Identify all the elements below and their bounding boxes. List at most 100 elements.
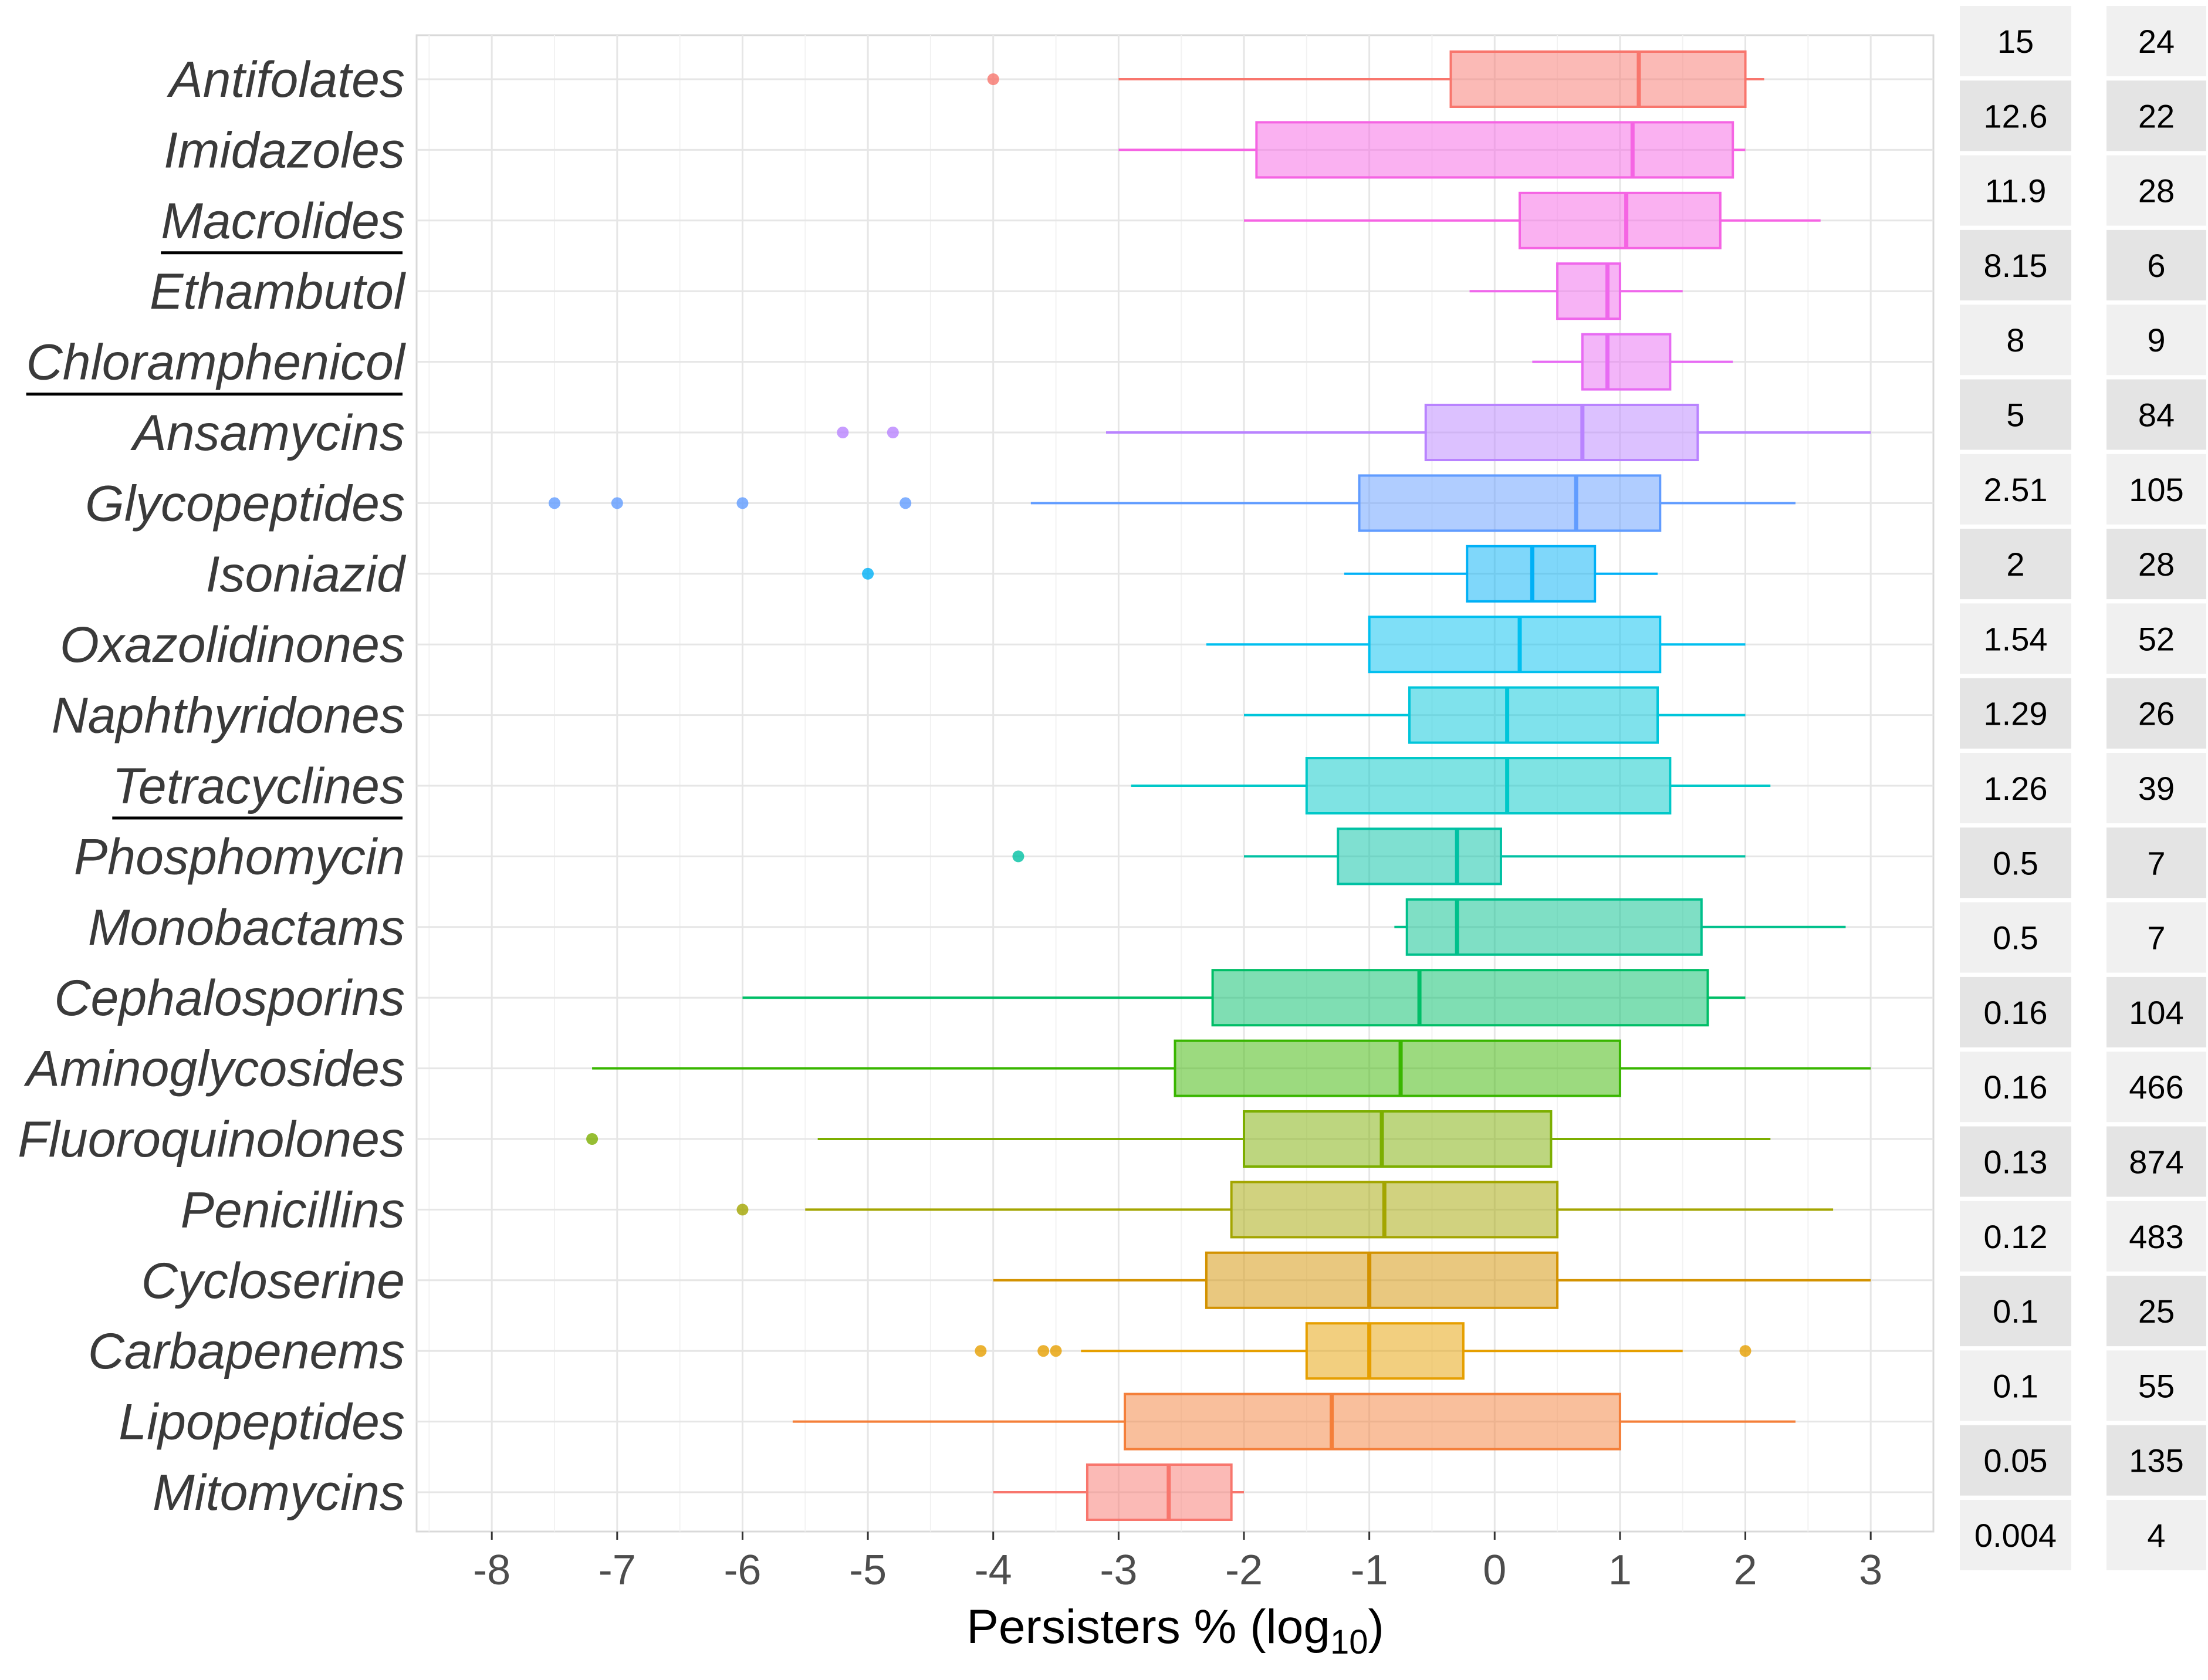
category-label: Glycopeptides	[85, 475, 405, 532]
box-iqr	[1358, 474, 1662, 532]
table-count: 135	[2129, 1442, 2183, 1479]
box-aminoglycosides	[592, 1039, 1871, 1097]
box-iqr	[1581, 333, 1672, 391]
table-cell-value-bg	[1960, 155, 2071, 226]
outlier-point	[987, 73, 999, 85]
category-label: Imidazoles	[164, 122, 405, 178]
table-count: 874	[2129, 1144, 2183, 1181]
table-cell-count-bg	[2106, 305, 2206, 376]
table-cell-count-bg	[2106, 229, 2206, 300]
table-count: 105	[2129, 471, 2183, 508]
x-tick-label: -8	[473, 1547, 510, 1594]
box-monobactams	[1394, 898, 1846, 956]
category-label: Lipopeptides	[119, 1394, 405, 1451]
outlier-point	[736, 1204, 749, 1216]
category-label: Oxazolidinones	[60, 617, 405, 673]
table-count: 55	[2138, 1367, 2175, 1404]
box-iqr	[1337, 827, 1502, 885]
box-iqr	[1174, 1039, 1621, 1097]
x-tick-label: -7	[599, 1547, 636, 1594]
table-cell-value-bg	[1960, 1500, 2071, 1570]
table-cell-value-bg	[1960, 379, 2071, 450]
box-cycloserine	[993, 1251, 1871, 1309]
x-tick-label: -2	[1225, 1547, 1263, 1594]
box-iqr	[1424, 404, 1699, 461]
table-value: 11.9	[1985, 173, 2047, 209]
plot-panel-border	[415, 34, 1935, 1533]
box-isoniazid	[862, 545, 1658, 603]
table-value: 2	[2006, 546, 2024, 583]
table-cell-value-bg	[1960, 1201, 2071, 1272]
outlier-point	[900, 497, 912, 509]
table-cell-count-bg	[2106, 379, 2206, 450]
x-tick-label: 1	[1608, 1547, 1632, 1594]
x-tick-label: -3	[1100, 1547, 1137, 1594]
table-count: 4	[2147, 1517, 2165, 1554]
box-iqr	[1556, 262, 1621, 320]
outlier-point	[1739, 1345, 1751, 1357]
table-cell-value-bg	[1960, 1052, 2071, 1123]
table-count: 22	[2138, 97, 2175, 134]
x-tick-label: 2	[1734, 1547, 1757, 1594]
category-label: Macrolides	[161, 193, 405, 249]
category-label: Naphthyridones	[52, 688, 405, 744]
table-cell-count-bg	[2106, 976, 2206, 1047]
table-value: 0.1	[1993, 1367, 2038, 1404]
table-cell-count-bg	[2106, 1276, 2206, 1347]
category-label: Tetracyclines	[112, 758, 405, 814]
box-iqr	[1230, 1181, 1559, 1239]
table-cell-count-bg	[2106, 529, 2206, 600]
table-count: 104	[2129, 994, 2183, 1031]
table-value: 0.5	[1993, 920, 2038, 956]
plot-panel	[415, 34, 1935, 1533]
table-value: 0.1	[1993, 1293, 2038, 1330]
table-cell-value-bg	[1960, 753, 2071, 823]
table-cell-count-bg	[2106, 155, 2206, 226]
outlier-point	[1037, 1345, 1050, 1357]
table-cell-count-bg	[2106, 1052, 2206, 1123]
category-label: Mitomycins	[153, 1465, 405, 1521]
table-value: 0.13	[1984, 1144, 2048, 1181]
x-axis-title-subscript: 10	[1330, 1623, 1368, 1661]
table-value: 0.12	[1984, 1218, 2048, 1255]
table-count: 9	[2147, 322, 2165, 359]
category-label: Aminoglycosides	[23, 1041, 405, 1097]
box-ansamycins	[837, 404, 1871, 461]
x-tick-label: 3	[1859, 1547, 1882, 1594]
x-tick-label: -6	[723, 1547, 761, 1594]
table-cell-count-bg	[2106, 1350, 2206, 1421]
box-iqr	[1124, 1392, 1621, 1451]
table-cell-count-bg	[2106, 80, 2206, 151]
category-label: Isoniazid	[206, 546, 407, 603]
table-cell-value-bg	[1960, 902, 2071, 973]
outlier-point	[837, 427, 849, 438]
box-macrolides	[1244, 191, 1821, 249]
x-axis-title-suffix: )	[1368, 1600, 1384, 1654]
table-value: 8.15	[1984, 247, 2048, 284]
box-iqr	[1368, 616, 1662, 674]
box-naphthyridones	[1244, 686, 1746, 744]
table-cell-value-bg	[1960, 827, 2071, 898]
table-cell-value-bg	[1960, 529, 2071, 600]
table-count: 466	[2129, 1069, 2183, 1106]
table-cell-value-bg	[1960, 1350, 2071, 1421]
box-antifolates	[987, 50, 1764, 108]
table-count: 28	[2138, 173, 2175, 209]
category-label: Cycloserine	[141, 1253, 405, 1309]
category-label: Fluoroquinolones	[18, 1111, 405, 1168]
box-glycopeptides	[549, 474, 1796, 532]
outlier-point	[586, 1133, 599, 1145]
table-cell-count-bg	[2106, 827, 2206, 898]
x-tick-label: 0	[1483, 1547, 1506, 1594]
category-label: Cephalosporins	[54, 970, 405, 1026]
box-iqr	[1255, 121, 1734, 179]
outlier-point	[1012, 850, 1024, 863]
box-fluoroquinolones	[586, 1110, 1771, 1168]
table-count: 6	[2147, 247, 2165, 284]
table-count: 483	[2129, 1218, 2183, 1255]
box-oxazolidinones	[1206, 616, 1746, 674]
table-value: 12.6	[1984, 97, 2048, 134]
box-tetracyclines	[1131, 757, 1771, 814]
box-chloramphenicol	[1532, 333, 1733, 391]
